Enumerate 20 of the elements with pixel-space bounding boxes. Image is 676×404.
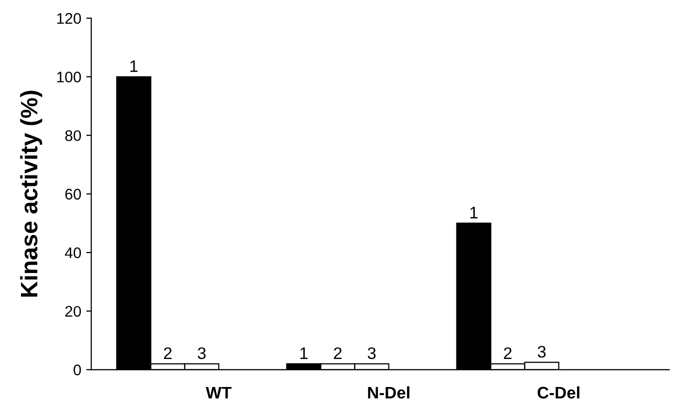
- y-axis-title: Kinase activity (%): [20, 90, 42, 297]
- y-tick-label: 120: [57, 13, 81, 24]
- series-label: 1: [130, 60, 138, 72]
- y-tick-label: 20: [65, 306, 81, 317]
- text: 1: [300, 347, 308, 359]
- series-label: 3: [198, 347, 206, 360]
- text: 3: [368, 347, 376, 360]
- x-tick-label: N-Del: [368, 386, 410, 399]
- x-tick-label: C-Del: [538, 386, 580, 399]
- y-tick-label: 40: [64, 247, 81, 258]
- text: 2: [334, 347, 342, 359]
- text: 2: [504, 347, 512, 359]
- text: 3: [538, 346, 546, 358]
- y-tick-label: 100: [57, 72, 81, 82]
- y-tick-label: 60: [65, 188, 81, 200]
- x-tick-label: WT: [206, 386, 232, 398]
- series-label: 2: [164, 347, 172, 359]
- text: 1: [470, 206, 478, 218]
- y-tick-label: 80: [65, 130, 81, 142]
- y-tick-label: 0: [74, 364, 81, 376]
